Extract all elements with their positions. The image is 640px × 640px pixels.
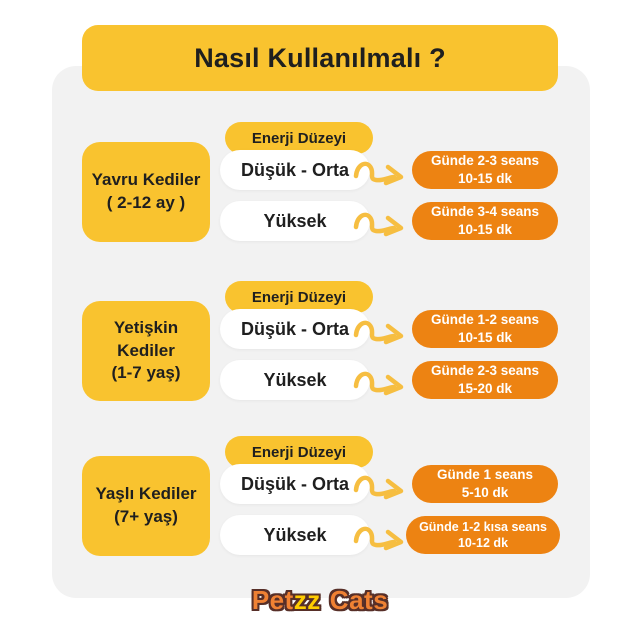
squiggly-arrow-icon xyxy=(353,320,404,345)
squiggly-arrow-icon xyxy=(353,212,404,237)
squiggly-arrow-icon xyxy=(353,526,404,551)
energy-level-badge: Enerji Düzeyi xyxy=(225,436,373,468)
recommendation-line-1: Günde 1-2 kısa seans xyxy=(419,519,547,534)
energy-level-low-medium: Düşük - Orta xyxy=(220,464,370,504)
session-recommendation: Günde 2-3 seans 10-15 dk xyxy=(412,151,558,189)
energy-level-high: Yüksek xyxy=(220,515,370,555)
squiggly-arrow-icon xyxy=(353,475,404,500)
recommendation-line-1: Günde 1 seans xyxy=(436,467,534,483)
age-group-box: Yaşlı Kediler (7+ yaş) xyxy=(82,456,210,556)
session-recommendation: Günde 2-3 seans 15-20 dk xyxy=(412,361,558,399)
session-recommendation: Günde 1-2 kısa seans 10-12 dk xyxy=(406,516,560,554)
squiggly-arrow-icon xyxy=(353,371,404,396)
logo-text-pet: Pet xyxy=(251,585,294,615)
recommendation-line-2: 10-12 dk xyxy=(457,536,509,550)
section-yetiskin-kediler: Yetişkin Kediler (1-7 yaş) Enerji Düzeyi… xyxy=(0,281,640,406)
session-recommendation: Günde 1 seans 5-10 dk xyxy=(412,465,558,503)
energy-level-low-medium: Düşük - Orta xyxy=(220,150,370,190)
age-group-box: Yavru Kediler ( 2-12 ay ) xyxy=(82,142,210,242)
energy-level-low-medium: Düşük - Orta xyxy=(220,309,370,349)
session-recommendation: Günde 3-4 seans 10-15 dk xyxy=(412,202,558,240)
energy-level-badge: Enerji Düzeyi xyxy=(225,281,373,313)
page-title: Nasıl Kullanılmalı ? xyxy=(194,42,446,73)
recommendation-line-1: Günde 3-4 seans xyxy=(430,204,540,220)
recommendation-line-1: Günde 2-3 seans xyxy=(430,363,540,379)
recommendation-line-2: 10-15 dk xyxy=(457,171,513,186)
recommendation-line-1: Günde 1-2 seans xyxy=(430,312,540,328)
recommendation-line-1: Günde 2-3 seans xyxy=(430,153,540,169)
energy-level-badge: Enerji Düzeyi xyxy=(225,122,373,154)
squiggly-arrow-icon xyxy=(353,161,404,186)
section-yavru-kediler: Yavru Kediler ( 2-12 ay ) Enerji Düzeyi … xyxy=(0,122,640,247)
recommendation-line-2: 15-20 dk xyxy=(457,381,513,396)
logo-text-zz: zz xyxy=(293,585,321,615)
energy-level-high: Yüksek xyxy=(220,360,370,400)
logo-text-cats: Cats xyxy=(329,585,389,615)
section-yasli-kediler: Yaşlı Kediler (7+ yaş) Enerji Düzeyi Düş… xyxy=(0,436,640,561)
recommendation-line-2: 10-15 dk xyxy=(457,222,513,237)
age-group-box: Yetişkin Kediler (1-7 yaş) xyxy=(82,301,210,401)
recommendation-line-2: 5-10 dk xyxy=(461,485,509,500)
title-banner: Nasıl Kullanılmalı ? xyxy=(82,25,558,91)
recommendation-line-2: 10-15 dk xyxy=(457,330,513,345)
energy-level-high: Yüksek xyxy=(220,201,370,241)
session-recommendation: Günde 1-2 seans 10-15 dk xyxy=(412,310,558,348)
petzz-cats-logo: Petzz Cats xyxy=(0,585,640,616)
